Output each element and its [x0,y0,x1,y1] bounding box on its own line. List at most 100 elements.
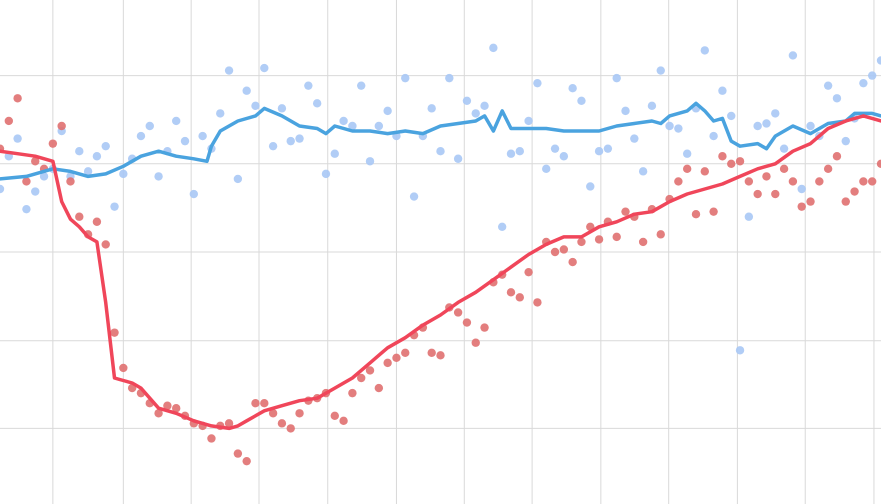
series-1-point-100 [876,159,881,168]
series-1-point-46 [401,348,410,357]
series-1-point-29 [251,399,260,408]
series-1-point-45 [392,353,401,363]
series-0-point-46 [401,73,410,83]
series-0-point-100 [876,56,881,65]
series-1-point-88 [771,189,780,199]
series-1-point-92 [806,197,815,206]
series-0-point-66 [577,96,586,106]
series-1-point-63 [550,247,560,257]
series-1-point-2 [13,94,22,103]
series-0-point-26 [224,66,234,75]
series-0-point-41 [357,81,366,90]
series-0-trend-line [0,101,881,181]
series-1-point-91 [797,202,806,211]
series-0-point-60 [524,116,533,126]
series-0-point-91 [797,184,806,194]
series-1-point-96 [841,197,850,206]
series-0-point-94 [823,81,833,90]
series-1-point-38 [330,411,339,420]
series-1-point-12 [101,240,110,249]
series-1-point-24 [207,434,216,443]
series-0-point-54 [471,109,480,118]
series-0-point-86 [753,121,762,131]
series-0-point-32 [277,104,287,113]
series-0-point-51 [445,73,454,83]
series-1-point-52 [453,308,463,317]
series-1-point-11 [92,217,102,226]
series-1-point-19 [163,401,172,410]
series-0-point-55 [480,101,489,111]
series-1-point-89 [779,164,789,174]
series-0-point-96 [841,136,850,146]
series-1-point-49 [427,348,436,357]
series-1-point-95 [832,152,842,161]
series-0-point-58 [506,149,516,158]
series-1-point-28 [242,456,251,466]
series-0-point-25 [216,109,225,118]
series-1-point-50 [436,351,445,360]
series-1-point-87 [762,172,771,181]
series-0-point-39 [339,116,348,126]
series-0-point-12 [101,141,110,151]
series-1-point-44 [383,358,392,368]
series-0-point-69 [603,144,613,153]
series-0-point-36 [312,99,322,108]
y-gridlines [0,75,881,429]
series-1-point-71 [621,207,630,216]
series-1-point-64 [559,245,569,254]
series-0-point-22 [189,189,199,199]
series-0-point-16 [136,131,146,141]
series-0-point-62 [542,164,551,174]
series-0-point-71 [621,106,630,116]
series-0-point-9 [75,147,84,156]
series-1-point-9 [75,212,84,221]
series-0-point-78 [682,149,692,158]
series-1-point-68 [594,235,604,244]
series-0-point-65 [568,84,577,93]
series-0-point-21 [180,136,190,146]
series-1-point-34 [295,409,304,418]
series-1-point-73 [638,237,648,247]
series-0-point-98 [859,78,868,88]
series-1-point-65 [568,257,577,267]
series-0-point-47 [409,192,419,201]
series-0-point-27 [233,174,243,184]
series-1-point-85 [744,177,754,186]
series-1-point-59 [515,293,524,302]
series-0-point-23 [198,131,207,141]
series-0-point-35 [304,81,313,90]
series-1-point-6 [48,139,58,148]
series-1-point-42 [365,366,375,375]
series-0-point-50 [436,147,445,156]
series-1-point-58 [506,288,516,297]
series-0-point-4 [31,187,40,196]
series-1-point-13 [110,328,119,337]
series-0-point-85 [744,212,754,221]
series-0-point-80 [700,46,709,55]
series-0-point-90 [788,51,798,60]
series-0-point-61 [533,78,542,88]
series-0-point-53 [462,96,472,106]
series-0-point-14 [119,169,128,179]
series-0-point-40 [348,121,357,131]
series-1-trend-line [0,114,881,431]
series-0-point-30 [260,63,269,73]
series-1-point-39 [339,416,348,426]
series-0-point-56 [489,43,498,53]
series-1-point-77 [674,177,683,186]
series-0-point-99 [867,71,877,80]
series-0-point-74 [647,101,657,111]
series-0-point-57 [497,222,507,231]
series-0-point-67 [586,182,595,191]
series-0-point-34 [295,134,304,143]
series-1-point-84 [735,157,745,166]
series-1-point-20 [172,404,181,413]
series-1-point-53 [462,318,472,327]
series-1-point-1 [4,116,14,126]
series-0-point-11 [92,152,102,161]
series-1-point-82 [718,152,727,161]
series-0-point-29 [251,101,260,111]
series-0-point-95 [832,94,842,103]
series-1-point-55 [480,323,489,332]
